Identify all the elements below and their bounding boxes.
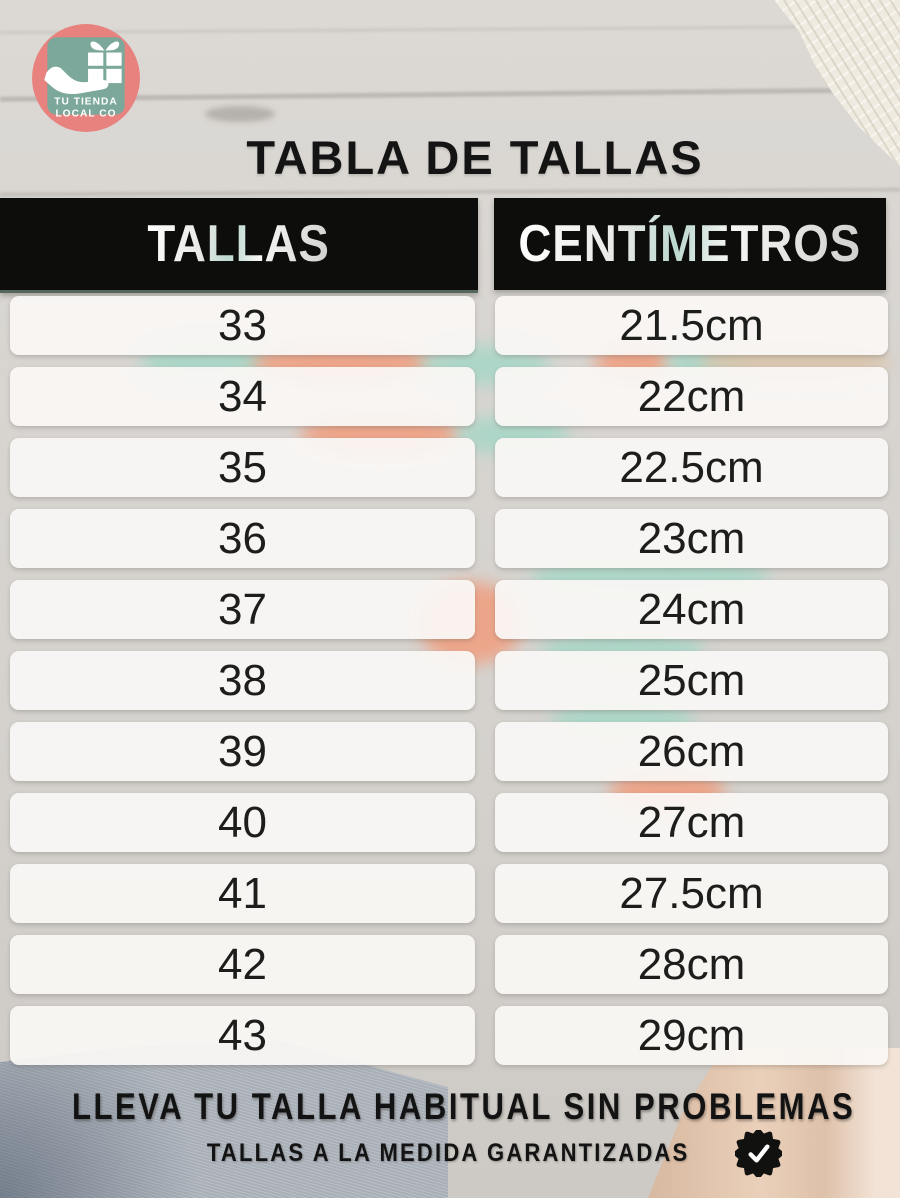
cm-cell: 29cm bbox=[495, 1006, 888, 1065]
cm-cell: 21.5cm bbox=[495, 296, 888, 355]
hand-holding-gift-icon: TU TIENDA LOCAL CO bbox=[32, 24, 140, 132]
table-row: 36 23cm bbox=[10, 509, 888, 568]
size-cell: 39 bbox=[10, 722, 475, 781]
cm-cell: 28cm bbox=[495, 935, 888, 994]
cm-cell: 27cm bbox=[495, 793, 888, 852]
logo-text-line1: TU TIENDA bbox=[54, 96, 117, 107]
size-cell: 41 bbox=[10, 864, 475, 923]
footer-guarantee-label: TALLAS A LA MEDIDA GARANTIZADAS bbox=[206, 1139, 690, 1167]
cm-cell: 27.5cm bbox=[495, 864, 888, 923]
footer-headline: LLEVA TU TALLA HABITUAL SIN PROBLEMAS bbox=[72, 1086, 856, 1127]
size-cell: 37 bbox=[10, 580, 475, 639]
size-cell: 42 bbox=[10, 935, 475, 994]
table-row: 39 26cm bbox=[10, 722, 888, 781]
table-row: 35 22.5cm bbox=[10, 438, 888, 497]
column-header-tallas: TALLAS bbox=[0, 198, 478, 293]
footer-guarantee: TALLAS A LA MEDIDA GARANTIZADAS bbox=[28, 1130, 900, 1177]
size-cell: 35 bbox=[10, 438, 475, 497]
size-cell: 40 bbox=[10, 793, 475, 852]
size-cell: 43 bbox=[10, 1006, 475, 1065]
table-row: 33 21.5cm bbox=[10, 296, 888, 355]
table-row: 42 28cm bbox=[10, 935, 888, 994]
wood-knot bbox=[205, 106, 275, 122]
wood-plank-seam bbox=[0, 187, 900, 197]
verified-check-seal-icon bbox=[735, 1130, 783, 1177]
table-row: 37 24cm bbox=[10, 580, 888, 639]
column-header-tallas-label: TALLAS bbox=[147, 215, 331, 273]
column-header-centimetros-label: CENTÍMETROS bbox=[518, 215, 862, 273]
table-row: 38 25cm bbox=[10, 651, 888, 710]
cm-cell: 22.5cm bbox=[495, 438, 888, 497]
logo-text-line2: LOCAL CO bbox=[55, 109, 116, 120]
cm-cell: 25cm bbox=[495, 651, 888, 710]
size-cell: 34 bbox=[10, 367, 475, 426]
cm-cell: 24cm bbox=[495, 580, 888, 639]
denim-jeans-photo-area bbox=[0, 1040, 448, 1198]
size-cell: 36 bbox=[10, 509, 475, 568]
store-logo: TU TIENDA LOCAL CO bbox=[30, 22, 142, 134]
table-row: 43 29cm bbox=[10, 1006, 888, 1065]
cm-cell: 26cm bbox=[495, 722, 888, 781]
table-row: 41 27.5cm bbox=[10, 864, 888, 923]
column-header-centimetros: CENTÍMETROS bbox=[494, 198, 886, 290]
cm-cell: 22cm bbox=[495, 367, 888, 426]
size-table: 33 21.5cm 34 22cm 35 22.5cm 36 23cm 37 2… bbox=[10, 296, 888, 1065]
page-title: TABLA DE TALLAS bbox=[246, 131, 704, 184]
table-row: 34 22cm bbox=[10, 367, 888, 426]
table-row: 40 27cm bbox=[10, 793, 888, 852]
size-cell: 38 bbox=[10, 651, 475, 710]
size-cell: 33 bbox=[10, 296, 475, 355]
cm-cell: 23cm bbox=[495, 509, 888, 568]
